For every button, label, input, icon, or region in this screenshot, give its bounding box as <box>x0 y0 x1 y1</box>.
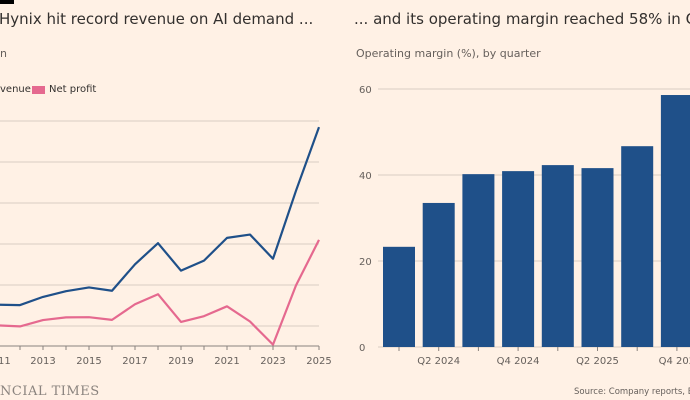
x-tick-label: 2025 <box>306 356 331 367</box>
right-chart-subtitle: Operating margin (%), by quarter <box>356 47 541 60</box>
ft-logo: NCIAL TIMES <box>0 384 100 399</box>
source-note: Source: Company reports, Blo <box>574 387 690 397</box>
y-tick-label: 20 <box>359 257 372 268</box>
legend-net-profit-swatch <box>32 86 45 94</box>
net-profit-line <box>0 239 320 346</box>
x-tick-label: 2023 <box>260 356 285 367</box>
revenue-line <box>0 126 321 307</box>
y-tick-label: 40 <box>359 171 372 182</box>
x-tick-label: 11 <box>0 356 11 367</box>
left-chart-subtitle: n <box>0 47 7 60</box>
x-tick-label: 2019 <box>168 356 193 367</box>
bar-q4-2025 <box>660 95 690 348</box>
x-tick-label: 2021 <box>214 356 239 367</box>
bar-q1-2024 <box>383 246 415 347</box>
x-tick-label: 2013 <box>30 356 55 367</box>
legend-revenue-label: venue <box>0 84 31 95</box>
bar-q3-2024 <box>462 174 495 347</box>
bar-q4-2024 <box>502 171 535 347</box>
bar-q2-2025 <box>581 168 614 347</box>
y-tick-label: 0 <box>359 343 365 354</box>
x-tick-label: Q4 2024 <box>497 356 540 367</box>
legend-net-profit-label: Net profit <box>49 84 97 95</box>
y-tick-label: 60 <box>359 85 372 96</box>
x-tick-label: 2015 <box>76 356 101 367</box>
bar-q2-2024 <box>422 202 455 347</box>
left-chart-title: Hynix hit record revenue on AI demand ..… <box>0 10 314 28</box>
corner-mark <box>0 0 14 4</box>
x-tick-label: Q2 2024 <box>417 356 460 367</box>
x-tick-label: Q2 2025 <box>576 356 619 367</box>
right-chart-title: ... and its operating margin reached 58%… <box>354 10 690 28</box>
x-tick-label: Q4 202 <box>659 356 690 367</box>
x-tick-label: 2017 <box>122 356 147 367</box>
bar-q3-2025 <box>621 146 654 347</box>
bar-q1-2025 <box>541 165 574 347</box>
